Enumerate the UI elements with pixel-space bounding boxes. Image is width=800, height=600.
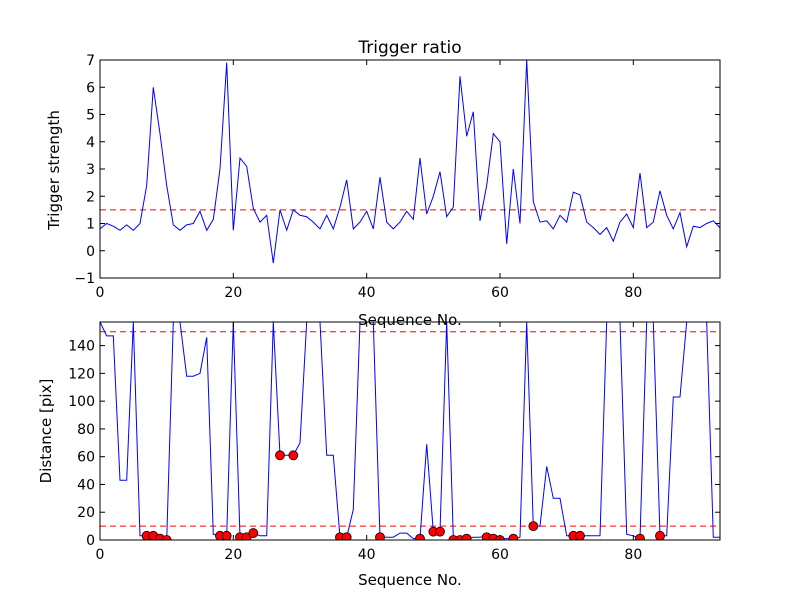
plot-frame <box>100 60 720 278</box>
y-tick-label: 0 <box>86 533 95 549</box>
y-axis-label: Distance [pix] <box>37 379 55 484</box>
series-line-0 <box>100 322 720 540</box>
data-point <box>289 451 298 460</box>
data-point <box>462 534 471 543</box>
y-axis-label: Trigger strength <box>45 110 63 231</box>
x-tick-label: 40 <box>358 547 376 563</box>
y-tick-label: 6 <box>86 80 95 96</box>
x-tick-label: 40 <box>358 285 376 301</box>
y-tick-label: 140 <box>68 339 95 355</box>
x-tick-label: 60 <box>491 547 509 563</box>
marker-group <box>142 451 664 545</box>
y-tick-label: 4 <box>86 135 95 151</box>
x-tick-label: 0 <box>96 547 105 563</box>
y-tick-label: 40 <box>77 477 95 493</box>
data-point <box>509 534 518 543</box>
x-tick-label: 20 <box>224 285 242 301</box>
x-tick-label: 80 <box>624 547 642 563</box>
y-tick-label: 80 <box>77 422 95 438</box>
y-tick-label: 3 <box>86 162 95 178</box>
y-tick-label: 1 <box>86 217 95 233</box>
y-tick-label: 7 <box>86 53 95 69</box>
y-tick-label: 20 <box>77 505 95 521</box>
y-tick-label: 2 <box>86 189 95 205</box>
data-point <box>222 531 231 540</box>
data-point <box>436 527 445 536</box>
plot-area: 0 20 40 60 80 0 20 40 60 80 100 120 140 <box>68 322 720 563</box>
y-tick-label: 0 <box>86 244 95 260</box>
data-point <box>636 534 645 543</box>
trigger-ratio-chart: Trigger ratio Sequence No. Trigger stren… <box>45 38 720 329</box>
x-axis-label: Sequence No. <box>358 571 462 589</box>
plot-frame <box>100 322 720 540</box>
data-point <box>249 529 258 538</box>
data-point <box>656 531 665 540</box>
x-tick-label: 80 <box>624 285 642 301</box>
data-point <box>576 531 585 540</box>
data-point <box>276 451 285 460</box>
chart-title: Trigger ratio <box>357 38 461 58</box>
x-tick-label: 0 <box>96 285 105 301</box>
y-tick-label: 100 <box>68 394 95 410</box>
y-tick-label: 60 <box>77 450 95 466</box>
x-tick-label: 60 <box>491 285 509 301</box>
y-tick-label: −1 <box>74 271 95 287</box>
data-point <box>529 522 538 531</box>
plot-area: 020406080−101234567 <box>74 53 720 301</box>
series-line-0 <box>100 60 720 263</box>
y-tick-label: 120 <box>68 366 95 382</box>
distance-chart: Sequence No. Distance [pix] 0 20 40 60 80 0 20… <box>37 322 720 589</box>
data-point <box>416 534 425 543</box>
x-tick-label: 20 <box>224 547 242 563</box>
y-tick-label: 5 <box>86 108 95 124</box>
